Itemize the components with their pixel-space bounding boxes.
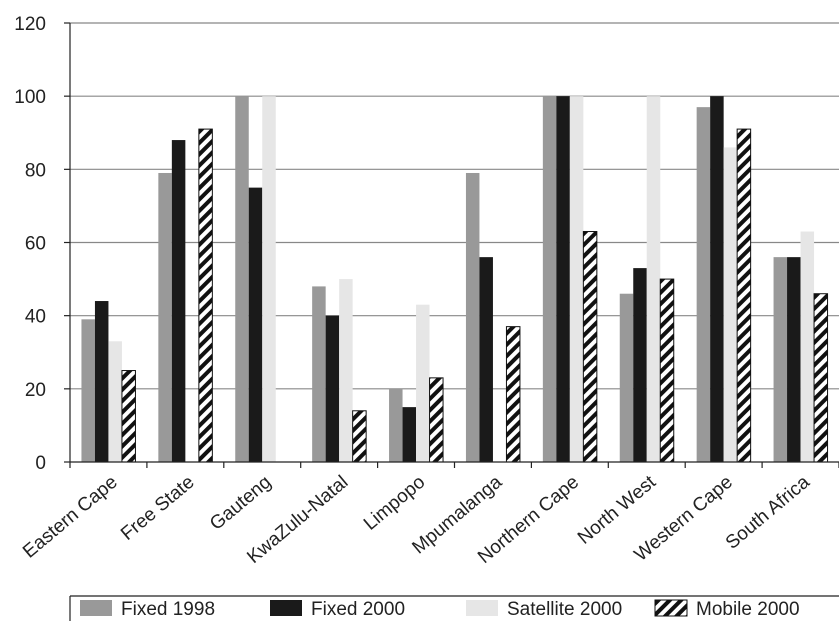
y-tick-label: 120 [14,14,46,35]
x-tick-label: Gauteng [206,472,275,535]
bar-fixed-1998 [235,96,249,463]
bar-fixed-1998 [158,172,172,462]
bar-mobile-2000 [198,128,213,463]
bar-fixed-2000 [479,257,493,462]
bar-fixed-2000 [325,315,340,462]
bar-fixed-2000 [248,187,263,462]
legend-label: Satellite 2000 [507,599,622,620]
bar-fixed-2000 [402,407,417,462]
bar-fixed-1998 [465,172,480,462]
bar-mobile-2000 [582,231,598,463]
bar-satellite-2000 [339,279,353,462]
legend-swatch [80,600,112,616]
bar-fixed-2000 [171,140,186,463]
x-tick-label: Limpopo [360,472,429,535]
bar-satellite-2000 [569,96,584,463]
bar-mobile-2000 [813,293,829,463]
legend-label: Mobile 2000 [696,599,800,620]
bar-fixed-2000 [94,301,109,462]
bar-satellite-2000 [646,96,661,463]
x-tick-label: South Africa [722,471,814,553]
bar-fixed-1998 [619,293,634,462]
bar-fixed-1998 [389,388,403,462]
bar-satellite-2000 [262,96,276,463]
legend-swatch [466,600,498,616]
bar-satellite-2000 [723,147,738,462]
bar-satellite-2000 [416,304,430,462]
bar-satellite-2000 [800,231,815,462]
legend-swatch [270,600,302,616]
bar-fixed-2000 [710,96,724,463]
legend: Fixed 1998 Fixed 2000 Satellite 2000 Mobile… [69,595,839,621]
bar-fixed-2000 [787,257,801,462]
bar-mobile-2000 [659,278,675,463]
bar-satellite-2000 [108,341,122,462]
y-tick-label: 20 [25,380,46,401]
bar-fixed-1998 [81,319,95,462]
bar-mobile-2000 [505,326,521,463]
legend-label: Fixed 2000 [311,599,405,620]
bars [81,96,829,463]
bar-fixed-1998 [696,107,711,463]
bar-fixed-2000 [556,96,570,463]
y-tick-label: 40 [25,307,46,328]
x-tick-label: Eastern Cape [19,472,122,563]
y-tick-label: 0 [35,453,46,474]
y-tick-label: 100 [14,87,46,108]
bar-fixed-1998 [542,96,557,463]
y-tick-label: 60 [25,234,46,255]
legend-swatch [654,599,688,617]
bar-fixed-1998 [312,286,326,462]
bar-fixed-1998 [773,257,788,462]
bar-fixed-2000 [633,268,647,462]
y-tick-labels: 0 20 40 60 80 100 120 [14,14,46,474]
legend-label: Fixed 1998 [121,599,215,620]
x-tick-label: Free State [117,472,198,545]
axes [64,22,839,468]
bar-mobile-2000 [429,377,444,463]
bar-mobile-2000 [736,128,752,463]
bar-mobile-2000 [121,370,136,463]
y-tick-label: 80 [25,160,46,181]
bar-mobile-2000 [352,410,367,463]
